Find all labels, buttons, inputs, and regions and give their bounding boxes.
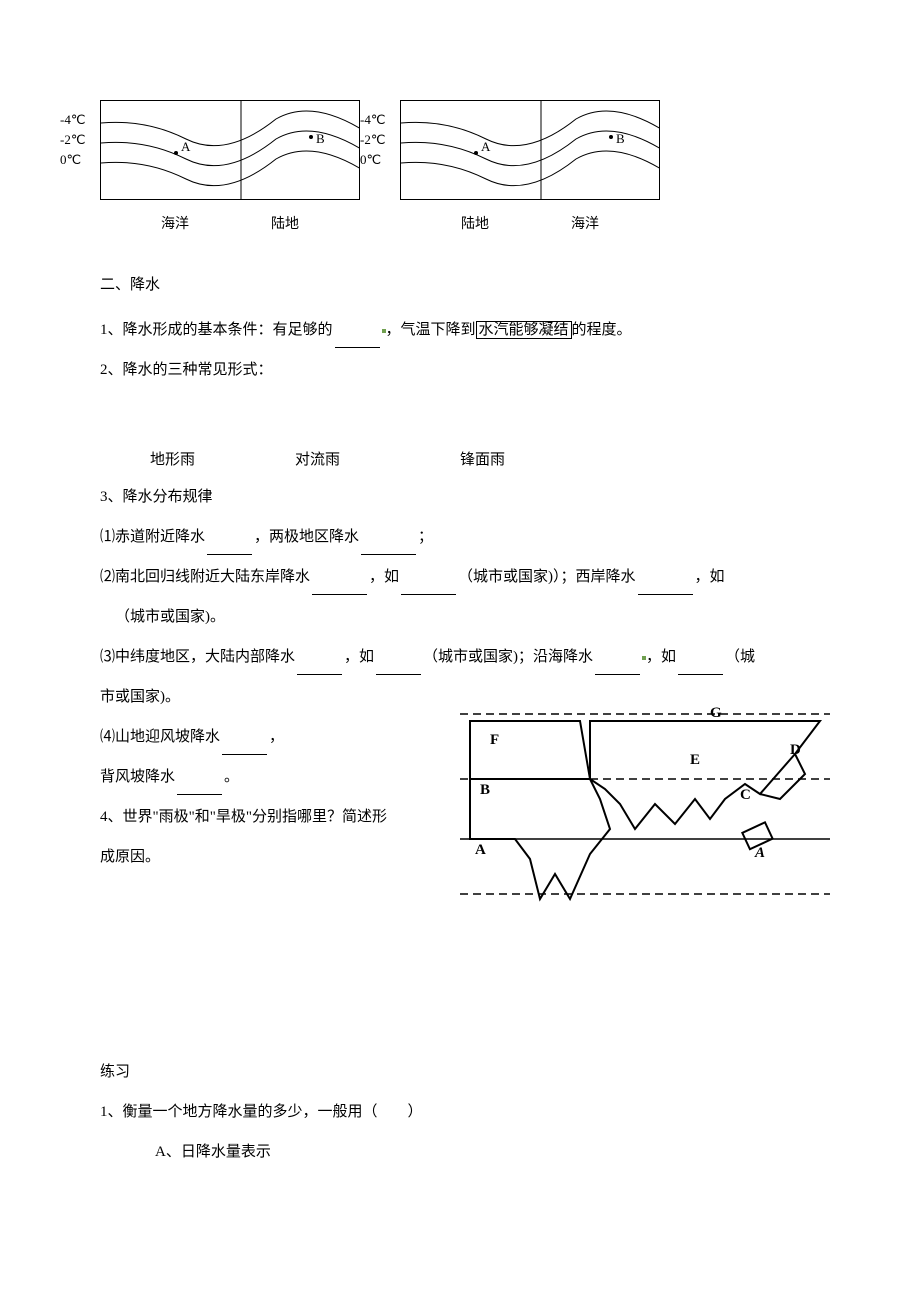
right-column: G F E D B C A A (460, 679, 830, 914)
y-label: -4℃ (60, 110, 85, 130)
rule-4b: 背风坡降水 。 (100, 759, 450, 795)
text: （城市或国家)。 (115, 609, 225, 625)
text: ⑶中纬度地区，大陆内部降水 (100, 649, 295, 665)
chart-2-bottom-labels: 陆地 海洋 (400, 213, 660, 233)
label-ocean: 海洋 (161, 213, 189, 233)
svg-text:B: B (480, 782, 490, 798)
item-2: 2、降水的三种常见形式： (100, 352, 820, 388)
rule-4: ⑷山地迎风坡降水 ， (100, 719, 450, 755)
chart-2-svg: A B (400, 100, 660, 200)
rule-3-cont: 市或国家)。 (100, 679, 450, 715)
blank[interactable] (638, 577, 693, 595)
text: 的程度。 (572, 322, 632, 338)
item-1: 1、降水形成的基本条件：有足够的 ，气温下降到水汽能够凝结的程度。 (100, 312, 820, 348)
blank[interactable] (177, 777, 222, 795)
text: （城市或国家)；沿海降水 (423, 649, 593, 665)
rain-type-label: 对流雨 (295, 448, 340, 469)
svg-text:A: A (754, 845, 765, 861)
svg-text:G: G (710, 705, 722, 721)
y-label: 0℃ (360, 150, 385, 170)
blank[interactable] (312, 577, 367, 595)
text: 1、降水形成的基本条件：有足够的 (100, 322, 333, 338)
item-3: 3、降水分布规律 (100, 479, 820, 515)
blank[interactable] (335, 330, 380, 348)
rule-1: ⑴赤道附近降水 ，两极地区降水 ； (100, 519, 820, 555)
rule-3: ⑶中纬度地区，大陆内部降水 ，如 （城市或国家)；沿海降水 ，如 （城 (100, 639, 820, 675)
question-1: 1、衡量一个地方降水量的多少，一般用（ ） (100, 1094, 820, 1130)
blank[interactable] (361, 537, 416, 555)
svg-text:A: A (475, 842, 486, 858)
blank[interactable] (222, 737, 267, 755)
isotherm-charts-row: -4℃ -2℃ 0℃ A B 海洋 陆地 -4℃ -2℃ 0℃ (100, 100, 820, 233)
rain-type-label: 锋面雨 (460, 448, 505, 469)
left-column: 市或国家)。 ⑷山地迎风坡降水 ， 背风坡降水 。 4、世界"雨极"和"旱极"分别指… (100, 679, 450, 914)
text: 背风坡降水 (100, 769, 175, 785)
svg-text:F: F (490, 732, 499, 748)
point-b-label: B (316, 131, 325, 146)
y-label: -2℃ (60, 130, 85, 150)
text: ，如 (369, 569, 399, 585)
item-4b: 成原因。 (100, 839, 450, 875)
item-4a: 4、世界"雨极"和"旱极"分别指哪里？简述形 (100, 799, 450, 835)
section-2-heading: 二、降水 (100, 273, 820, 294)
point-b-label: B (616, 131, 625, 146)
svg-text:D: D (790, 742, 801, 758)
rule-2: ⑵南北回归线附近大陆东岸降水 ，如 （城市或国家)）；西岸降水 ，如 (100, 559, 820, 595)
label-land: 陆地 (271, 213, 299, 233)
chart-1-svg: A B (100, 100, 360, 200)
chart-1-bottom-labels: 海洋 陆地 (100, 213, 360, 233)
text: ，气温下降到 (386, 322, 476, 338)
svg-text:C: C (740, 787, 751, 803)
text: ，两极地区降水 (254, 529, 359, 545)
rule-2-cont: （城市或国家)。 (100, 599, 820, 635)
point-a-label: A (181, 139, 191, 154)
chart-2: -4℃ -2℃ 0℃ A B 陆地 海洋 (400, 100, 660, 233)
blank[interactable] (595, 657, 640, 675)
blank[interactable] (401, 577, 456, 595)
chart-2-y-axis: -4℃ -2℃ 0℃ (360, 110, 385, 170)
blank[interactable] (376, 657, 421, 675)
chart-1: -4℃ -2℃ 0℃ A B 海洋 陆地 (100, 100, 360, 233)
option-a: A、日降水量表示 (155, 1134, 820, 1170)
practice-section: 练习 1、衡量一个地方降水量的多少，一般用（ ） A、日降水量表示 (100, 1054, 820, 1170)
label-land: 陆地 (461, 213, 489, 233)
blank[interactable] (297, 657, 342, 675)
text: ，如 (344, 649, 374, 665)
text: ⑴赤道附近降水 (100, 529, 205, 545)
text: ， (269, 729, 284, 745)
y-label: -4℃ (360, 110, 385, 130)
rain-types-row: 地形雨 对流雨 锋面雨 (100, 448, 820, 469)
text: （城市或国家)）；西岸降水 (458, 569, 636, 585)
point-a-label: A (481, 139, 491, 154)
svg-text:E: E (690, 752, 700, 768)
blank[interactable] (207, 537, 252, 555)
chart-1-y-axis: -4℃ -2℃ 0℃ (60, 110, 85, 170)
boxed-text: 水汽能够凝结 (476, 321, 572, 339)
text: ⑵南北回归线附近大陆东岸降水 (100, 569, 310, 585)
text: ⑷山地迎风坡降水 (100, 729, 220, 745)
rain-type-label: 地形雨 (150, 448, 195, 469)
text: ，如 (646, 649, 676, 665)
continent-map-svg: G F E D B C A A (460, 699, 830, 909)
text: 。 (224, 769, 239, 785)
y-label: 0℃ (60, 150, 85, 170)
text: （城 (725, 649, 755, 665)
label-ocean: 海洋 (571, 213, 599, 233)
text: ，如 (695, 569, 725, 585)
blank[interactable] (678, 657, 723, 675)
y-label: -2℃ (360, 130, 385, 150)
text: ； (418, 529, 433, 545)
two-column-layout: 市或国家)。 ⑷山地迎风坡降水 ， 背风坡降水 。 4、世界"雨极"和"旱极"分别指… (100, 679, 820, 914)
practice-heading: 练习 (100, 1054, 820, 1090)
